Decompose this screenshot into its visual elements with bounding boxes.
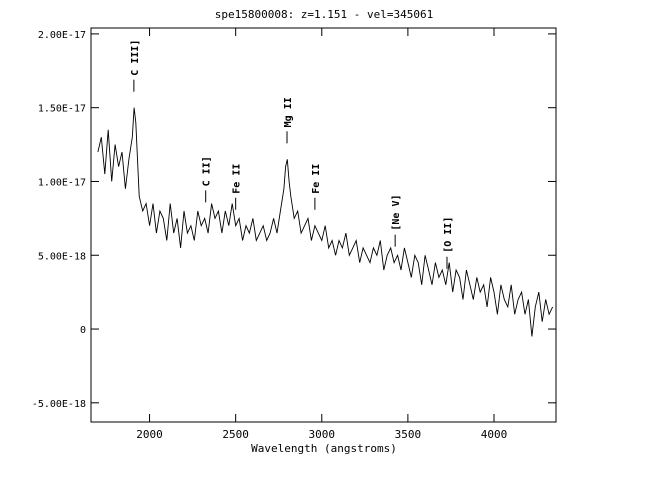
series-layer: [97, 107, 554, 337]
annotation-label: C III]: [130, 40, 141, 76]
x-axis: 2000 2500 3000 3500 4000: [136, 28, 507, 441]
x-tick-label: 2500: [222, 428, 249, 441]
annotation-label: [O II]: [443, 217, 454, 253]
y-tick-label: 5.00E-18: [38, 251, 86, 262]
annotation-label: Fe II: [311, 164, 322, 194]
spectrum-line: [97, 107, 554, 337]
y-tick-label: 0: [80, 325, 86, 336]
y-axis: -5.00E-18 0 5.00E-18 1.00E-17 1.50E-17 2.00E-…: [32, 30, 556, 410]
annotation-label: [Ne V]: [391, 195, 402, 231]
plot-frame: [90, 27, 557, 423]
x-tick-label: 4000: [481, 428, 508, 441]
annotation-label: C II]: [202, 156, 213, 186]
chart-title: spe15800008: z=1.151 - vel=345061: [215, 8, 434, 21]
x-axis-label: Wavelength (angstroms): [251, 442, 397, 455]
annotation-label: Fe II: [232, 164, 243, 194]
annotation-layer: C III] C II] Fe II Mg II Fe II [Ne V] [O II]: [130, 40, 454, 269]
y-tick-label: -5.00E-18: [32, 399, 86, 410]
y-tick-label: 1.50E-17: [38, 104, 86, 115]
x-tick-label: 3500: [395, 428, 422, 441]
y-tick-label: 2.00E-17: [38, 30, 86, 41]
x-tick-label: 2000: [136, 428, 163, 441]
y-tick-label: 1.00E-17: [38, 177, 86, 188]
annotation-label: Mg II: [283, 97, 294, 127]
x-tick-label: 3000: [309, 428, 336, 441]
